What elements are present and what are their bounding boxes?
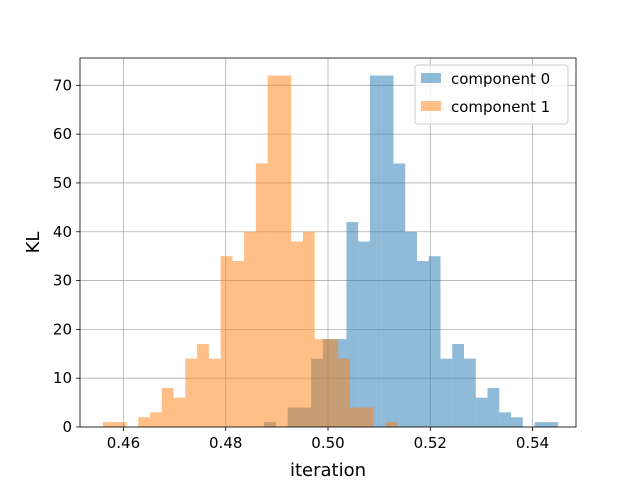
x-tick-label: 0.52: [414, 434, 447, 452]
histogram-bar-component-1: [326, 339, 339, 427]
histogram-bar-component-1: [173, 397, 186, 427]
histogram-bar-component-1: [244, 231, 256, 427]
histogram-bar-component-0: [464, 358, 476, 427]
x-axis-label: iteration: [290, 460, 366, 480]
legend-label-component-1: component 1: [451, 98, 550, 116]
histogram-bar-component-1: [338, 358, 350, 427]
histogram-bar-component-1: [302, 231, 315, 427]
histogram-bar-component-0: [416, 261, 429, 427]
histogram-bar-component-0: [475, 397, 488, 427]
legend-box: [414, 64, 569, 125]
x-tick-label: 0.46: [107, 434, 140, 452]
histogram-bar-component-1: [197, 344, 209, 427]
histogram-bar-component-0: [452, 344, 465, 427]
x-tick-label: 0.54: [516, 434, 549, 452]
legend-swatch-component-0: [421, 73, 441, 83]
histogram-bar-component-0: [499, 412, 512, 427]
histogram-bar-component-0: [440, 358, 453, 427]
y-tick-label: 0: [62, 418, 72, 436]
legend-label-component-0: component 0: [451, 70, 550, 88]
y-tick-label: 50: [53, 174, 72, 192]
y-axis-ticks: 0 10 20 30 40 50 60 70: [53, 76, 80, 436]
histogram-bar-component-0: [393, 163, 406, 427]
legend-swatch-component-1: [421, 101, 441, 111]
legend: component 0 component 1: [414, 64, 569, 125]
x-tick-label: 0.50: [311, 434, 344, 452]
histogram-bar-component-1: [114, 422, 127, 427]
histogram-bar-component-1: [220, 256, 233, 427]
histogram-bar-component-1: [208, 358, 221, 427]
y-tick-label: 30: [53, 272, 72, 290]
histogram-bar-component-1: [161, 387, 174, 427]
histogram-bar-component-0: [346, 222, 359, 427]
y-tick-label: 20: [53, 320, 72, 338]
histogram-bar-component-0: [358, 241, 370, 427]
series-component-1-bars: [103, 75, 398, 428]
y-tick-label: 60: [53, 125, 72, 143]
histogram-bar-component-0: [546, 422, 559, 427]
histogram-bar-component-1: [150, 412, 162, 427]
histogram-bar-component-0: [511, 417, 523, 427]
y-axis-label: KL: [23, 232, 44, 254]
histogram-bar-component-0: [428, 256, 441, 427]
histogram-bar-component-1: [314, 339, 327, 427]
histogram-bar-component-1: [361, 407, 374, 427]
histogram-bar-component-0: [405, 231, 417, 427]
histogram-bar-component-1: [138, 417, 151, 427]
histogram-bar-component-1: [291, 241, 303, 427]
histogram-bar-component-0: [381, 75, 394, 428]
histogram-bar-component-1: [103, 422, 115, 427]
y-tick-label: 10: [53, 369, 72, 387]
histogram-bar-component-1: [232, 261, 245, 427]
histogram-bar-component-0: [487, 387, 500, 427]
histogram-bar-component-1: [267, 75, 280, 428]
y-tick-label: 40: [53, 223, 72, 241]
histogram-bar-component-1: [349, 407, 362, 427]
histogram-bar-component-1: [255, 163, 268, 427]
histogram-bar-component-0: [369, 75, 382, 428]
histogram-bar-component-1: [385, 422, 398, 427]
x-axis-ticks: 0.46 0.48 0.50 0.52 0.54: [107, 427, 549, 452]
x-tick-label: 0.48: [209, 434, 242, 452]
histogram-bar-component-0: [534, 422, 547, 427]
histogram-bar-component-1: [279, 75, 292, 428]
y-tick-label: 70: [53, 76, 72, 94]
histogram-bar-component-1: [185, 358, 198, 427]
